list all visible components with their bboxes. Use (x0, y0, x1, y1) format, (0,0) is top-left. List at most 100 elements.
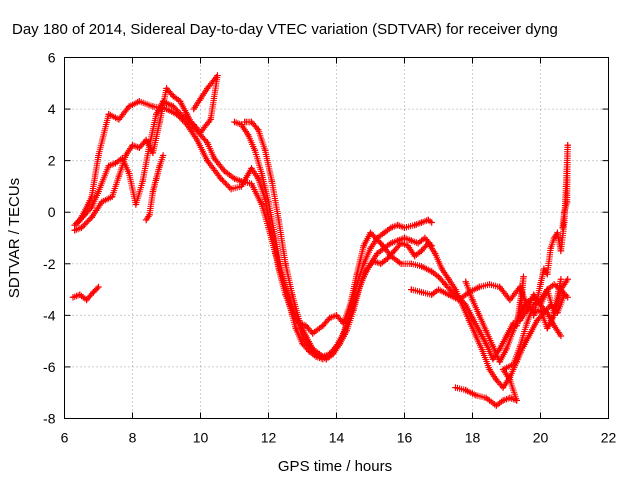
data-point (360, 242, 367, 249)
data-point (499, 384, 507, 391)
series-arc-3 (74, 72, 221, 226)
data-point (261, 147, 269, 154)
data-point (452, 286, 459, 293)
data-point (550, 281, 558, 288)
data-point (387, 239, 395, 247)
data-point (493, 376, 500, 384)
data-point (557, 332, 565, 340)
data-point (227, 185, 235, 193)
data-point (387, 224, 395, 231)
data-point (275, 216, 282, 224)
data-point (333, 312, 340, 319)
data-point (510, 361, 517, 368)
data-point (547, 245, 554, 252)
data-point (482, 327, 490, 335)
data-point (557, 247, 565, 255)
data-point (98, 198, 106, 206)
data-point (561, 219, 568, 226)
x-tick-label: 8 (129, 430, 137, 446)
y-tick-label: -6 (43, 359, 56, 375)
series-arc-11 (513, 273, 565, 329)
data-point (333, 343, 340, 350)
data-point (377, 239, 384, 247)
data-point (190, 105, 197, 113)
data-point (411, 221, 418, 229)
data-point (499, 397, 507, 404)
data-point (462, 278, 469, 286)
data-point (136, 98, 143, 105)
series-trace (234, 121, 433, 360)
data-point (367, 260, 374, 267)
data-point (105, 111, 112, 118)
marker-trail (71, 85, 434, 360)
data-point (299, 340, 306, 347)
data-point (506, 376, 514, 384)
data-point (129, 141, 136, 149)
data-point (302, 332, 310, 340)
data-point (537, 281, 544, 288)
data-point (149, 188, 157, 195)
data-point (384, 255, 391, 262)
data-point (476, 312, 483, 319)
data-point (459, 301, 466, 309)
y-tick-label: 0 (48, 204, 56, 220)
data-point (394, 237, 401, 244)
data-point (90, 288, 97, 296)
data-point (544, 286, 551, 293)
data-point (204, 139, 211, 146)
data-point (408, 260, 415, 267)
data-point (282, 260, 289, 267)
data-point (132, 201, 140, 208)
data-point (71, 227, 78, 234)
data-point (503, 332, 510, 340)
data-point (197, 129, 204, 136)
data-point (248, 165, 255, 172)
data-point (380, 245, 388, 252)
data-point (374, 234, 381, 242)
data-point (309, 330, 316, 337)
data-point (83, 296, 90, 304)
data-point (421, 234, 429, 242)
data-point (353, 291, 361, 298)
data-point (496, 345, 503, 353)
data-point (255, 175, 262, 182)
data-point (69, 294, 77, 301)
data-point (292, 325, 299, 332)
data-point (197, 95, 204, 102)
data-point (170, 103, 177, 110)
data-point (377, 260, 384, 267)
data-point (489, 343, 497, 350)
data-point (306, 348, 313, 355)
data-point (472, 332, 480, 340)
data-point (74, 219, 82, 226)
y-tick-label: -4 (43, 307, 56, 323)
data-point (319, 322, 327, 329)
data-point (159, 98, 167, 105)
data-point (486, 366, 493, 373)
x-axis-title: GPS time / hours (278, 458, 392, 475)
data-point (476, 283, 483, 291)
data-point (255, 126, 262, 133)
x-tick-label: 16 (397, 430, 413, 446)
data-point (76, 291, 83, 298)
data-point (530, 291, 537, 298)
data-point (564, 141, 571, 149)
data-point (238, 121, 245, 128)
data-point (559, 224, 566, 231)
series-arc-4 (142, 152, 167, 224)
data-point (516, 317, 524, 324)
data-point (380, 229, 388, 237)
data-point (513, 322, 520, 329)
data-point (404, 242, 412, 249)
data-point (149, 149, 157, 157)
data-point (499, 366, 507, 373)
data-point (95, 152, 102, 159)
data-point (346, 312, 354, 319)
data-point (435, 286, 442, 293)
data-point (418, 219, 425, 226)
data-point (214, 72, 221, 79)
data-point (248, 180, 255, 188)
data-point (190, 121, 197, 128)
data-point (360, 273, 367, 280)
